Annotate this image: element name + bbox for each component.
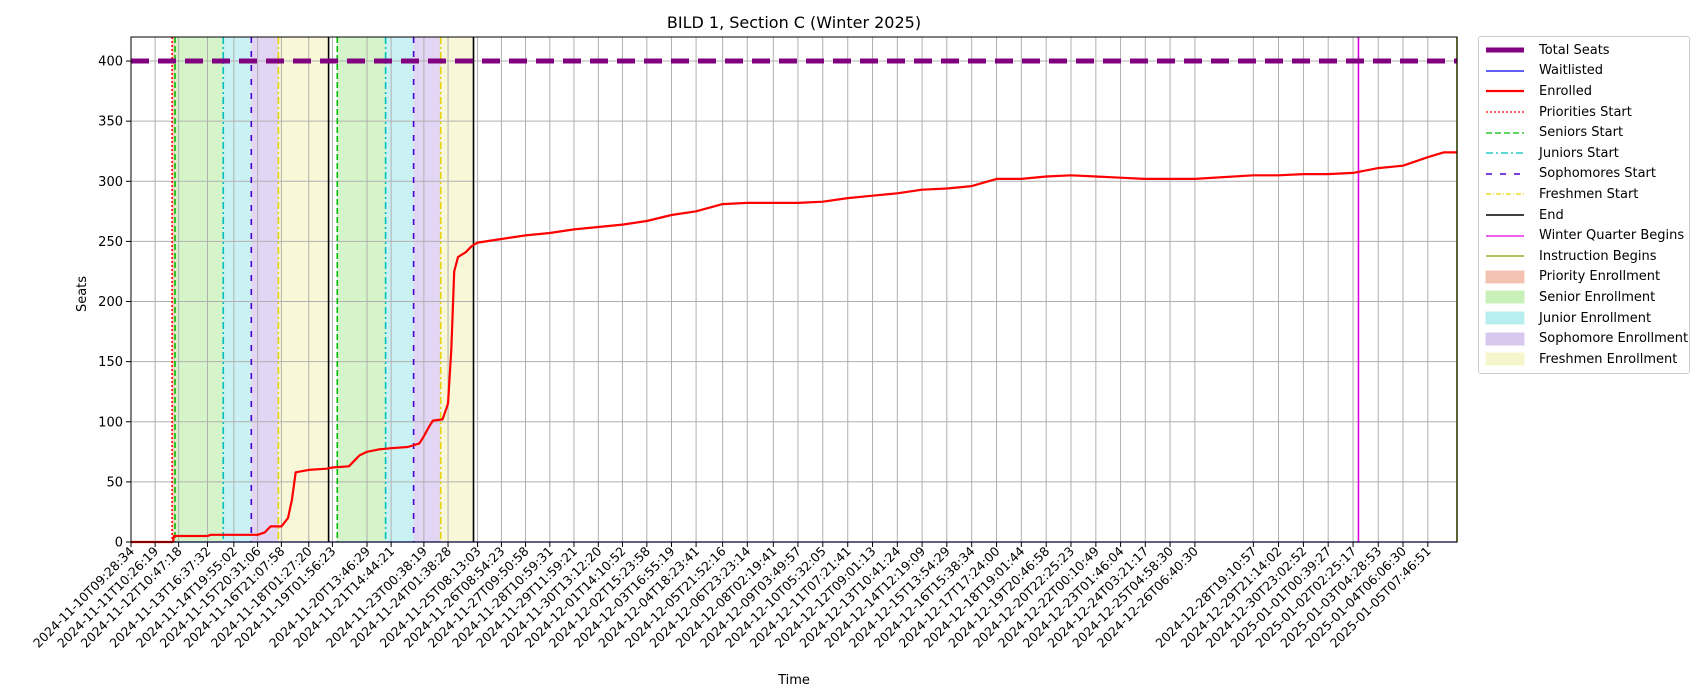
y-tick-label-100: 100 <box>98 415 123 430</box>
span-sophomore-enrollment-1 <box>413 37 441 542</box>
legend-swatch-junior-enrollment <box>1485 311 1525 325</box>
y-tick-label-250: 250 <box>98 235 123 250</box>
legend-label: Senior Enrollment <box>1539 289 1656 305</box>
span-junior-enrollment-0 <box>223 37 252 542</box>
legend-label: Priorities Start <box>1539 104 1632 120</box>
legend-swatch-freshmen-enrollment <box>1485 352 1525 366</box>
legend-item-freshmen-enrollment: Freshmen Enrollment <box>1479 349 1689 370</box>
legend-item-instruction-begins: Instruction Begins <box>1479 246 1689 267</box>
legend-label: Sophomores Start <box>1539 166 1656 182</box>
legend-swatch-priority-enrollment <box>1485 270 1525 284</box>
legend-patch-sophomore-enrollment <box>1485 332 1525 346</box>
y-tick-label-200: 200 <box>98 295 123 310</box>
span-senior-enrollment-0 <box>174 37 224 542</box>
legend-patch-freshmen-enrollment <box>1485 352 1525 366</box>
y-tick-label-150: 150 <box>98 355 123 370</box>
series-enrolled <box>131 151 1457 544</box>
legend-label: Freshmen Start <box>1539 186 1639 202</box>
y-tick-label-350: 350 <box>98 115 123 130</box>
legend-item-priority-enrollment: Priority Enrollment <box>1479 267 1689 288</box>
legend-label: Total Seats <box>1539 42 1610 58</box>
legend-item-enrolled: Enrolled <box>1479 81 1689 102</box>
y-tick-label-50: 50 <box>106 475 123 490</box>
legend-swatch-senior-enrollment <box>1485 290 1525 304</box>
legend-label: End <box>1539 207 1564 223</box>
legend-swatch-instruction-begins <box>1486 255 1524 257</box>
legend-item-waitlisted: Waitlisted <box>1479 61 1689 82</box>
legend-item-winter-quarter-begins: Winter Quarter Begins <box>1479 225 1689 246</box>
legend-item-seniors-start: Seniors Start <box>1479 122 1689 143</box>
legend-label: Enrolled <box>1539 83 1592 99</box>
plot-area: 0501001502002503003504002024-11-10T09:28… <box>30 36 1458 651</box>
legend-swatch-sophomore-enrollment <box>1485 332 1525 346</box>
legend-swatch-enrolled <box>1486 90 1524 93</box>
chart-legend: Total Seats Waitlisted Enrolled Priorities … <box>1478 36 1690 374</box>
span-priority-enrollment-0 <box>172 37 175 542</box>
legend-item-priorities-start: Priorities Start <box>1479 102 1689 123</box>
plot-frame <box>130 36 1458 543</box>
y-tick-label-0: 0 <box>115 536 123 551</box>
legend-swatch-winter-quarter-begins <box>1486 234 1524 237</box>
legend-label: Junior Enrollment <box>1539 310 1652 326</box>
legend-label: Juniors Start <box>1539 145 1619 161</box>
legend-item-sophomore-enrollment: Sophomore Enrollment <box>1479 328 1689 349</box>
legend-label: Winter Quarter Begins <box>1539 228 1685 244</box>
legend-label: Freshmen Enrollment <box>1539 351 1678 367</box>
legend-item-junior-enrollment: Junior Enrollment <box>1479 308 1689 329</box>
chart-title: BILD 1, Section C (Winter 2025) <box>667 13 921 32</box>
span-junior-enrollment-1 <box>385 37 414 542</box>
legend-item-juniors-start: Juniors Start <box>1479 143 1689 164</box>
legend-label: Priority Enrollment <box>1539 269 1661 285</box>
y-tick-label-300: 300 <box>98 175 123 190</box>
legend-swatch-end <box>1486 214 1524 216</box>
span-sophomore-enrollment-0 <box>251 37 279 542</box>
y-tick-label-400: 400 <box>98 55 123 70</box>
span-freshmen-enrollment-1 <box>440 37 474 542</box>
legend-patch-senior-enrollment <box>1485 290 1525 304</box>
legend-patch-junior-enrollment <box>1485 311 1525 325</box>
legend-item-sophomores-start: Sophomores Start <box>1479 164 1689 185</box>
x-axis-label: Time <box>777 673 810 688</box>
legend-swatch-priorities-start <box>1486 111 1524 113</box>
span-freshmen-enrollment-0 <box>278 37 329 542</box>
legend-item-total-seats: Total Seats <box>1479 40 1689 61</box>
legend-swatch-seniors-start <box>1486 132 1524 134</box>
legend-swatch-sophomores-start <box>1486 173 1524 175</box>
legend-item-senior-enrollment: Senior Enrollment <box>1479 287 1689 308</box>
legend-label: Instruction Begins <box>1539 248 1657 264</box>
legend-patch-priority-enrollment <box>1485 270 1525 284</box>
legend-swatch-total-seats <box>1486 47 1524 53</box>
legend-label: Seniors Start <box>1539 125 1624 141</box>
y-axis-label: Seats <box>75 276 90 312</box>
legend-item-freshmen-start: Freshmen Start <box>1479 184 1689 205</box>
legend-label: Waitlisted <box>1539 63 1604 79</box>
legend-swatch-freshmen-start <box>1486 193 1524 196</box>
legend-item-end: End <box>1479 205 1689 226</box>
legend-swatch-waitlisted <box>1486 70 1524 72</box>
legend-label: Sophomore Enrollment <box>1539 331 1689 347</box>
legend-swatch-juniors-start <box>1486 152 1524 154</box>
